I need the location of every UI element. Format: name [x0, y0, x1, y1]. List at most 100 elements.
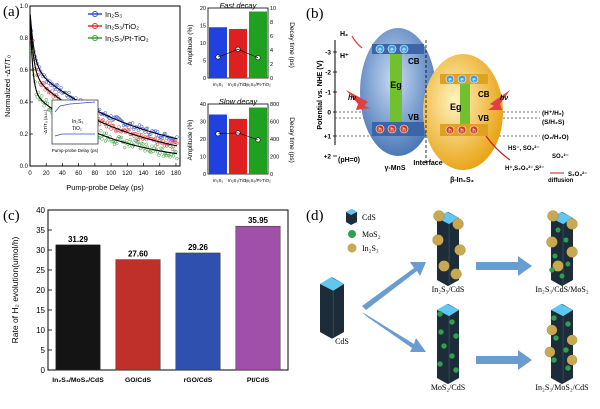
kin-point-s1-75	[115, 129, 119, 133]
in2s3-icon	[347, 243, 357, 253]
kin-point-s2-9	[40, 94, 44, 98]
mns-electron-2	[399, 44, 409, 54]
panel-b-label: (b)	[306, 6, 324, 22]
panel-a: (a) 0.0 0.2 0.4 0.6 0.8 1.0 0 20 40 60 80 100 120 14…	[0, 0, 300, 200]
kin-point-s1-93	[135, 136, 139, 140]
kin-point-s1-111	[155, 142, 160, 146]
hv-arrow-left	[346, 90, 370, 110]
r2-mos2-0	[436, 310, 443, 317]
kin-point-s2-62	[100, 137, 104, 141]
kin-point-s2-109	[153, 144, 158, 148]
c-bar-3	[235, 225, 281, 371]
c-bar-0	[55, 244, 101, 371]
kin-point-s2-94	[136, 140, 140, 144]
kin-point-s2-13	[44, 98, 49, 102]
fast-bar-0	[209, 27, 227, 78]
slow-ylabel-left: Amplitude (%)	[187, 120, 194, 161]
fast-ytick-left-2: 10	[200, 41, 206, 47]
rod-mos2-cds	[436, 303, 459, 385]
panel-a-svg: (a) 0.00.20.40.60.81.0 0 20 40 60 80 100 120 14…	[3, 1, 295, 192]
kin-fit-1	[29, 15, 178, 147]
mns-vb-label: VB	[408, 113, 419, 122]
kin-point-s2-76	[116, 136, 120, 141]
kin-point-s1-18	[50, 89, 54, 93]
r1-in2s3-0	[433, 210, 445, 222]
in-electron-label-1: e	[460, 78, 464, 84]
in2s3-vb-label: VB	[478, 114, 489, 123]
b-ytick-label-2: -1	[325, 90, 331, 97]
mns-electron-0	[375, 44, 385, 54]
kin-xtick-label-2: 40	[59, 171, 66, 177]
slow-ytick-right-3: 600	[270, 120, 279, 126]
r3-mos2-2	[552, 253, 558, 259]
kin-point-s2-64	[102, 131, 106, 135]
kin-point-s0-89	[130, 121, 135, 125]
kin-point-s1-123	[169, 140, 173, 144]
mns-hole-label-2: h	[402, 128, 405, 134]
r3-mos2-0	[555, 227, 561, 233]
kin-point-s2-86	[127, 144, 131, 148]
fast-cat-2: In₂S₃/Pt-TiO₂	[245, 82, 271, 87]
h2-label: H₂	[340, 31, 348, 38]
in-hole-label-0: h	[448, 129, 451, 135]
r3-mos2-3	[565, 261, 571, 267]
kin-point-s2-101	[144, 142, 148, 146]
kin-ytick-label-2: 0.4	[20, 100, 29, 106]
in-electron-1	[457, 74, 467, 84]
r2-mos2-6	[436, 360, 443, 367]
panel-b-svg: (b) -3 -2 -1 0 +1 +2 Potential vs. NHE (V) (p…	[306, 6, 587, 184]
level-label-1: (H⁺/H₂)	[542, 110, 564, 117]
legend-marker-2	[92, 23, 98, 29]
b-ylabel: Potential vs. NHE (V)	[317, 60, 324, 129]
b-ytick-label-1: -2	[325, 70, 331, 77]
r1-in2s3-4	[438, 260, 450, 272]
mns-electron-label-0: e	[378, 48, 382, 54]
r4-mos2-1	[565, 320, 572, 327]
c-ytick-label-7: 35	[36, 226, 45, 235]
c-category-1: GO/CdS	[125, 377, 152, 384]
kin-point-s2-87	[128, 137, 133, 142]
legend-cds: CdS	[362, 213, 376, 222]
kinetics-legend: In₂S₃ In₂S₃/TiO₂ In₂S₃/Pt-TiO₂	[88, 10, 149, 43]
mns-hole-0	[375, 124, 385, 134]
c-category-0: In₂S₃/MoS₂/CdS	[52, 377, 104, 384]
kin-point-s1-66	[104, 125, 109, 129]
panel-d: (d) CdS MoS₂ In₂S₃ CdS In₂S₃/CdS MoS₂/Cd…	[300, 200, 600, 404]
kin-xtick-label-3: 60	[75, 171, 82, 177]
kin-point-s1-85	[126, 128, 130, 132]
kin-point-s0-23	[56, 83, 60, 87]
r3-in2s3-2	[546, 236, 558, 248]
rod-cds	[320, 277, 344, 339]
kin-point-s0-65	[103, 111, 108, 115]
r4-mos2-4	[550, 356, 557, 363]
panel-b: (b) -3 -2 -1 0 +1 +2 Potential vs. NHE (V) (p…	[300, 0, 600, 200]
slow-ytick-right-2: 400	[270, 137, 279, 143]
inset-legend-1: In₂S₃	[72, 119, 83, 125]
in-electron-label-0: e	[448, 78, 452, 84]
hv-left-label: hν	[348, 95, 356, 102]
arrow-to-mos2	[362, 312, 426, 352]
kin-point-s0-111	[155, 130, 160, 134]
b-ph-label: (pH=0)	[338, 157, 360, 164]
c-value-label-3: 35.95	[248, 216, 269, 225]
legend-label-2: In₂S₃/TiO₂	[105, 22, 139, 31]
kin-point-s1-122	[168, 144, 172, 149]
in-hole-label-1: h	[460, 129, 463, 135]
kin-point-s2-84	[125, 138, 129, 143]
mns-hole-1	[387, 124, 397, 134]
kin-point-s2-8	[39, 97, 43, 102]
r2-mos2-2	[437, 328, 444, 335]
in-electron-2	[469, 74, 479, 84]
kin-ytick-label-1: 0.2	[20, 132, 29, 138]
arrow-to-in2s3	[362, 262, 426, 310]
kin-point-s0-105	[149, 132, 153, 136]
legend-in2s3: In₂S₃	[362, 244, 379, 253]
kin-ytick-label-5: 1.0	[20, 4, 29, 10]
c-ytick-label-5: 25	[36, 266, 45, 275]
c-bars: 31.29 27.60 29.26 35.95	[55, 216, 281, 371]
kin-xtick-label-8: 160	[155, 171, 166, 177]
kin-point-s2-115	[160, 147, 164, 151]
